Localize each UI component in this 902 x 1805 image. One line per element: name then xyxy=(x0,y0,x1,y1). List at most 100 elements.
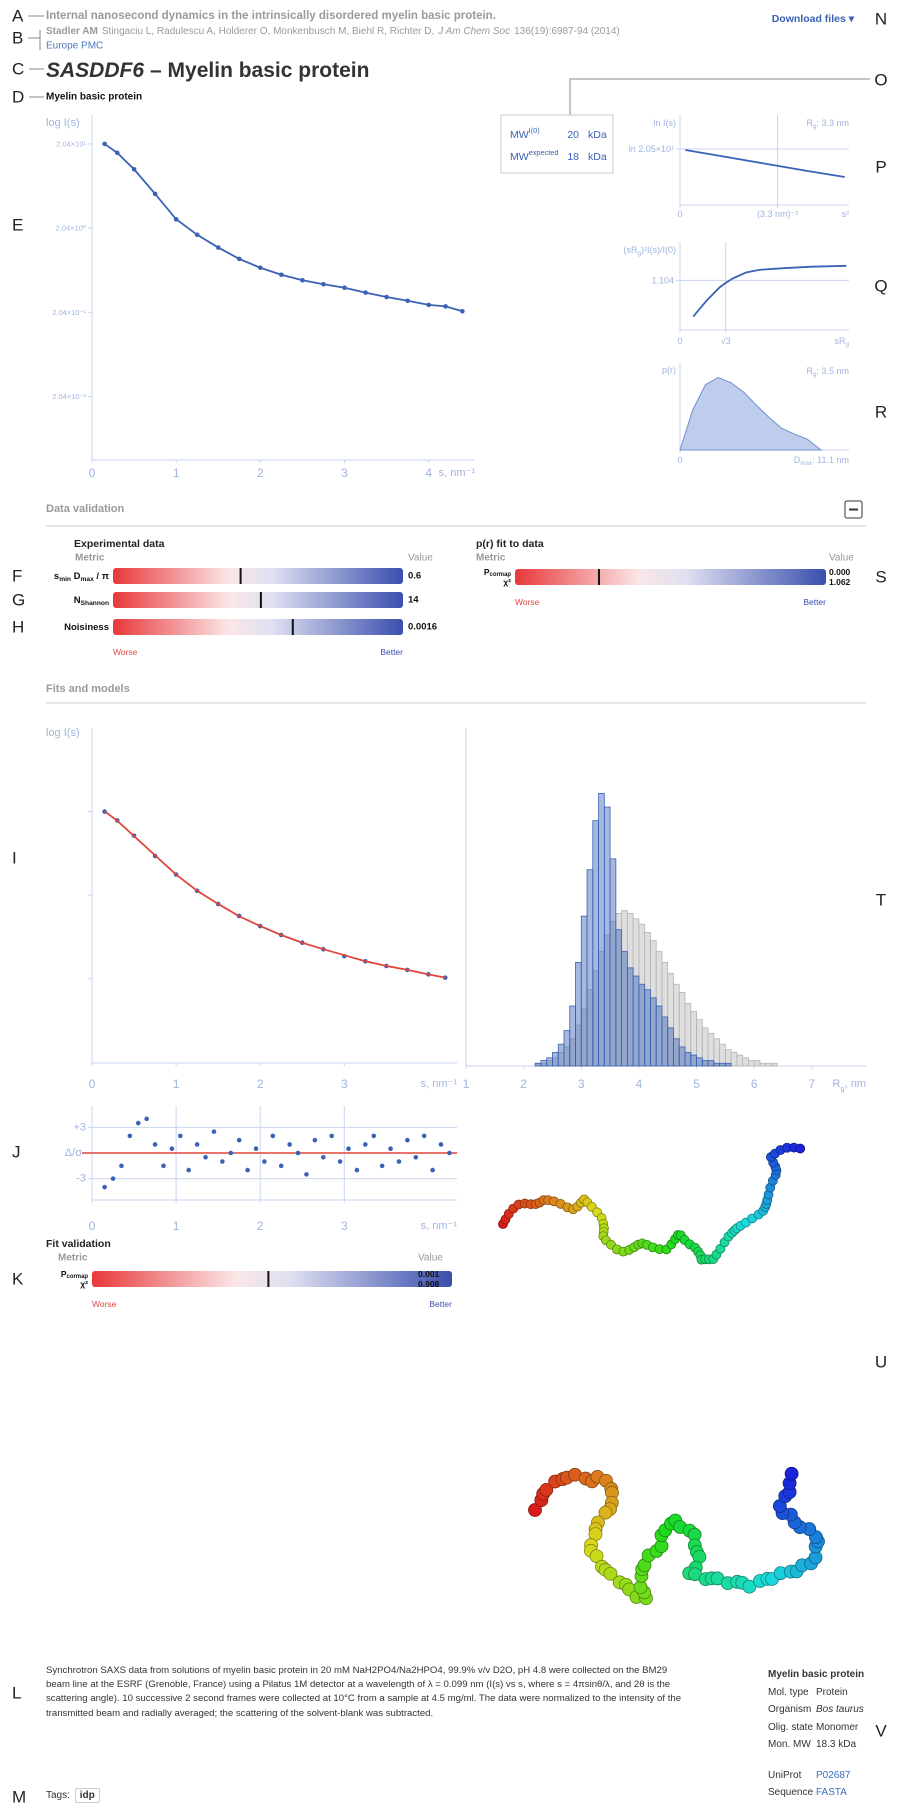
data-point xyxy=(203,1155,208,1160)
data-point xyxy=(186,1168,191,1173)
data-point xyxy=(342,285,347,290)
y-axis-label: log I(s) xyxy=(46,727,80,739)
collapse-button[interactable] xyxy=(845,501,862,518)
histogram-bar xyxy=(714,1039,720,1066)
data-point xyxy=(430,1168,435,1173)
side-label: C xyxy=(12,60,24,79)
metric-header: Metric xyxy=(75,553,105,564)
data-point xyxy=(144,1117,149,1122)
data-point xyxy=(384,295,389,300)
sample-name: Myelin basic protein xyxy=(46,92,142,103)
data-point xyxy=(111,1176,116,1181)
data-point xyxy=(363,290,368,295)
mw-unit: kDa xyxy=(588,129,607,141)
text-part: D xyxy=(71,571,81,582)
worse-label: Worse xyxy=(113,647,138,657)
text-part: , nm xyxy=(845,1078,866,1090)
text-part: max xyxy=(81,576,95,583)
side-label: K xyxy=(12,1270,24,1289)
x-tick-label: 3 xyxy=(341,1219,348,1233)
text-part: MW xyxy=(510,151,529,163)
europe-pmc-link[interactable]: Europe PMC xyxy=(46,41,103,52)
x-tick-label: 0 xyxy=(89,1077,96,1091)
metric-bar xyxy=(113,619,403,635)
metric-label: Noisiness xyxy=(64,622,109,633)
download-button[interactable]: Download files ▾ xyxy=(772,13,855,25)
tags: Tags: idp xyxy=(46,1788,100,1803)
article-title: Internal nanosecond dynamics in the intr… xyxy=(46,10,496,22)
histogram-bar xyxy=(720,1044,726,1066)
y-tick-label: 2.04×10⁰ xyxy=(56,224,86,233)
key: Sequence xyxy=(768,1784,816,1802)
text-part: : 3.5 nm xyxy=(816,366,849,376)
data-point xyxy=(195,233,200,238)
histogram-bar xyxy=(604,807,610,1066)
data-point xyxy=(279,272,284,277)
link[interactable]: P02687 xyxy=(816,1770,850,1781)
description: Synchrotron SAXS data from solutions of … xyxy=(46,1664,690,1721)
model-bead xyxy=(785,1467,798,1480)
histogram-bar xyxy=(708,1061,714,1066)
x-tick-label: 0 xyxy=(89,466,96,480)
text-part: expected xyxy=(529,148,559,157)
data-point xyxy=(346,1146,351,1151)
y-tick-label: 2.04×10⁻¹ xyxy=(52,308,86,317)
text-part: )²I(s)/I(0) xyxy=(641,245,676,255)
better-label: Better xyxy=(803,597,826,607)
text-part: sR xyxy=(834,336,846,346)
data-point xyxy=(422,1134,427,1139)
tag[interactable]: idp xyxy=(75,1788,100,1803)
series-line xyxy=(105,811,446,977)
x-axis-label: sRg xyxy=(834,336,849,348)
data-point xyxy=(119,1164,124,1169)
histogram-bar xyxy=(748,1061,754,1066)
key: Olig. state xyxy=(768,1719,816,1737)
metric-label: smin Dmax / π xyxy=(54,571,110,584)
entry-heading: SASDDF6– Myelin basic protein xyxy=(46,59,369,82)
histogram-bar xyxy=(720,1063,726,1066)
text-part: Shannon xyxy=(81,600,109,607)
better-label: Better xyxy=(429,1299,452,1309)
metric-label: χ² xyxy=(80,1279,88,1289)
tags-label: Tags: xyxy=(46,1790,70,1801)
series-line xyxy=(693,266,846,317)
value-header: Value xyxy=(408,553,433,564)
data-point xyxy=(136,1121,141,1126)
histogram-bar xyxy=(697,1058,703,1066)
metric-bar xyxy=(113,568,403,584)
series-line xyxy=(685,150,844,177)
val: Protein xyxy=(816,1687,848,1698)
value-header: Value xyxy=(829,553,854,564)
data-point xyxy=(174,217,179,222)
histogram-bar xyxy=(760,1063,766,1066)
side-label: M xyxy=(12,1788,26,1805)
data-point xyxy=(212,1129,217,1134)
data-point xyxy=(371,1134,376,1139)
data-point xyxy=(287,1142,292,1147)
metric-value: 0.908 xyxy=(418,1279,440,1289)
section-heading: Data validation xyxy=(46,503,125,515)
x-tick-label: 2 xyxy=(257,1077,264,1091)
x-tick-label: 4 xyxy=(636,1077,643,1091)
histogram-bar xyxy=(771,1063,777,1066)
data-point xyxy=(321,1155,326,1160)
metric-label: NShannon xyxy=(74,595,109,608)
side-label: E xyxy=(12,216,23,235)
histogram-bar xyxy=(702,1061,708,1066)
canvas: ABCDEFGHIJKLMNOPQRSTUVInternal nanosecon… xyxy=(0,0,902,1805)
link[interactable]: FASTA xyxy=(816,1787,847,1798)
x-tick-label: 1 xyxy=(173,1219,180,1233)
data-point xyxy=(279,1164,284,1169)
histogram-bar xyxy=(535,1063,541,1066)
y-axis-label: p(r) xyxy=(662,365,676,375)
y-tick-label: 2.04×10⁻² xyxy=(52,392,86,401)
histogram-bar xyxy=(633,976,639,1066)
val: Monomer xyxy=(816,1722,858,1733)
side-label: H xyxy=(12,618,24,637)
x-tick-label: 0 xyxy=(89,1219,96,1233)
data-point xyxy=(388,1146,393,1151)
y-tick-label: +3 xyxy=(73,1121,86,1133)
metric-bar xyxy=(113,592,403,608)
text-part: : 3.3 nm xyxy=(816,118,849,128)
x-tick-label: √3 xyxy=(721,336,731,346)
